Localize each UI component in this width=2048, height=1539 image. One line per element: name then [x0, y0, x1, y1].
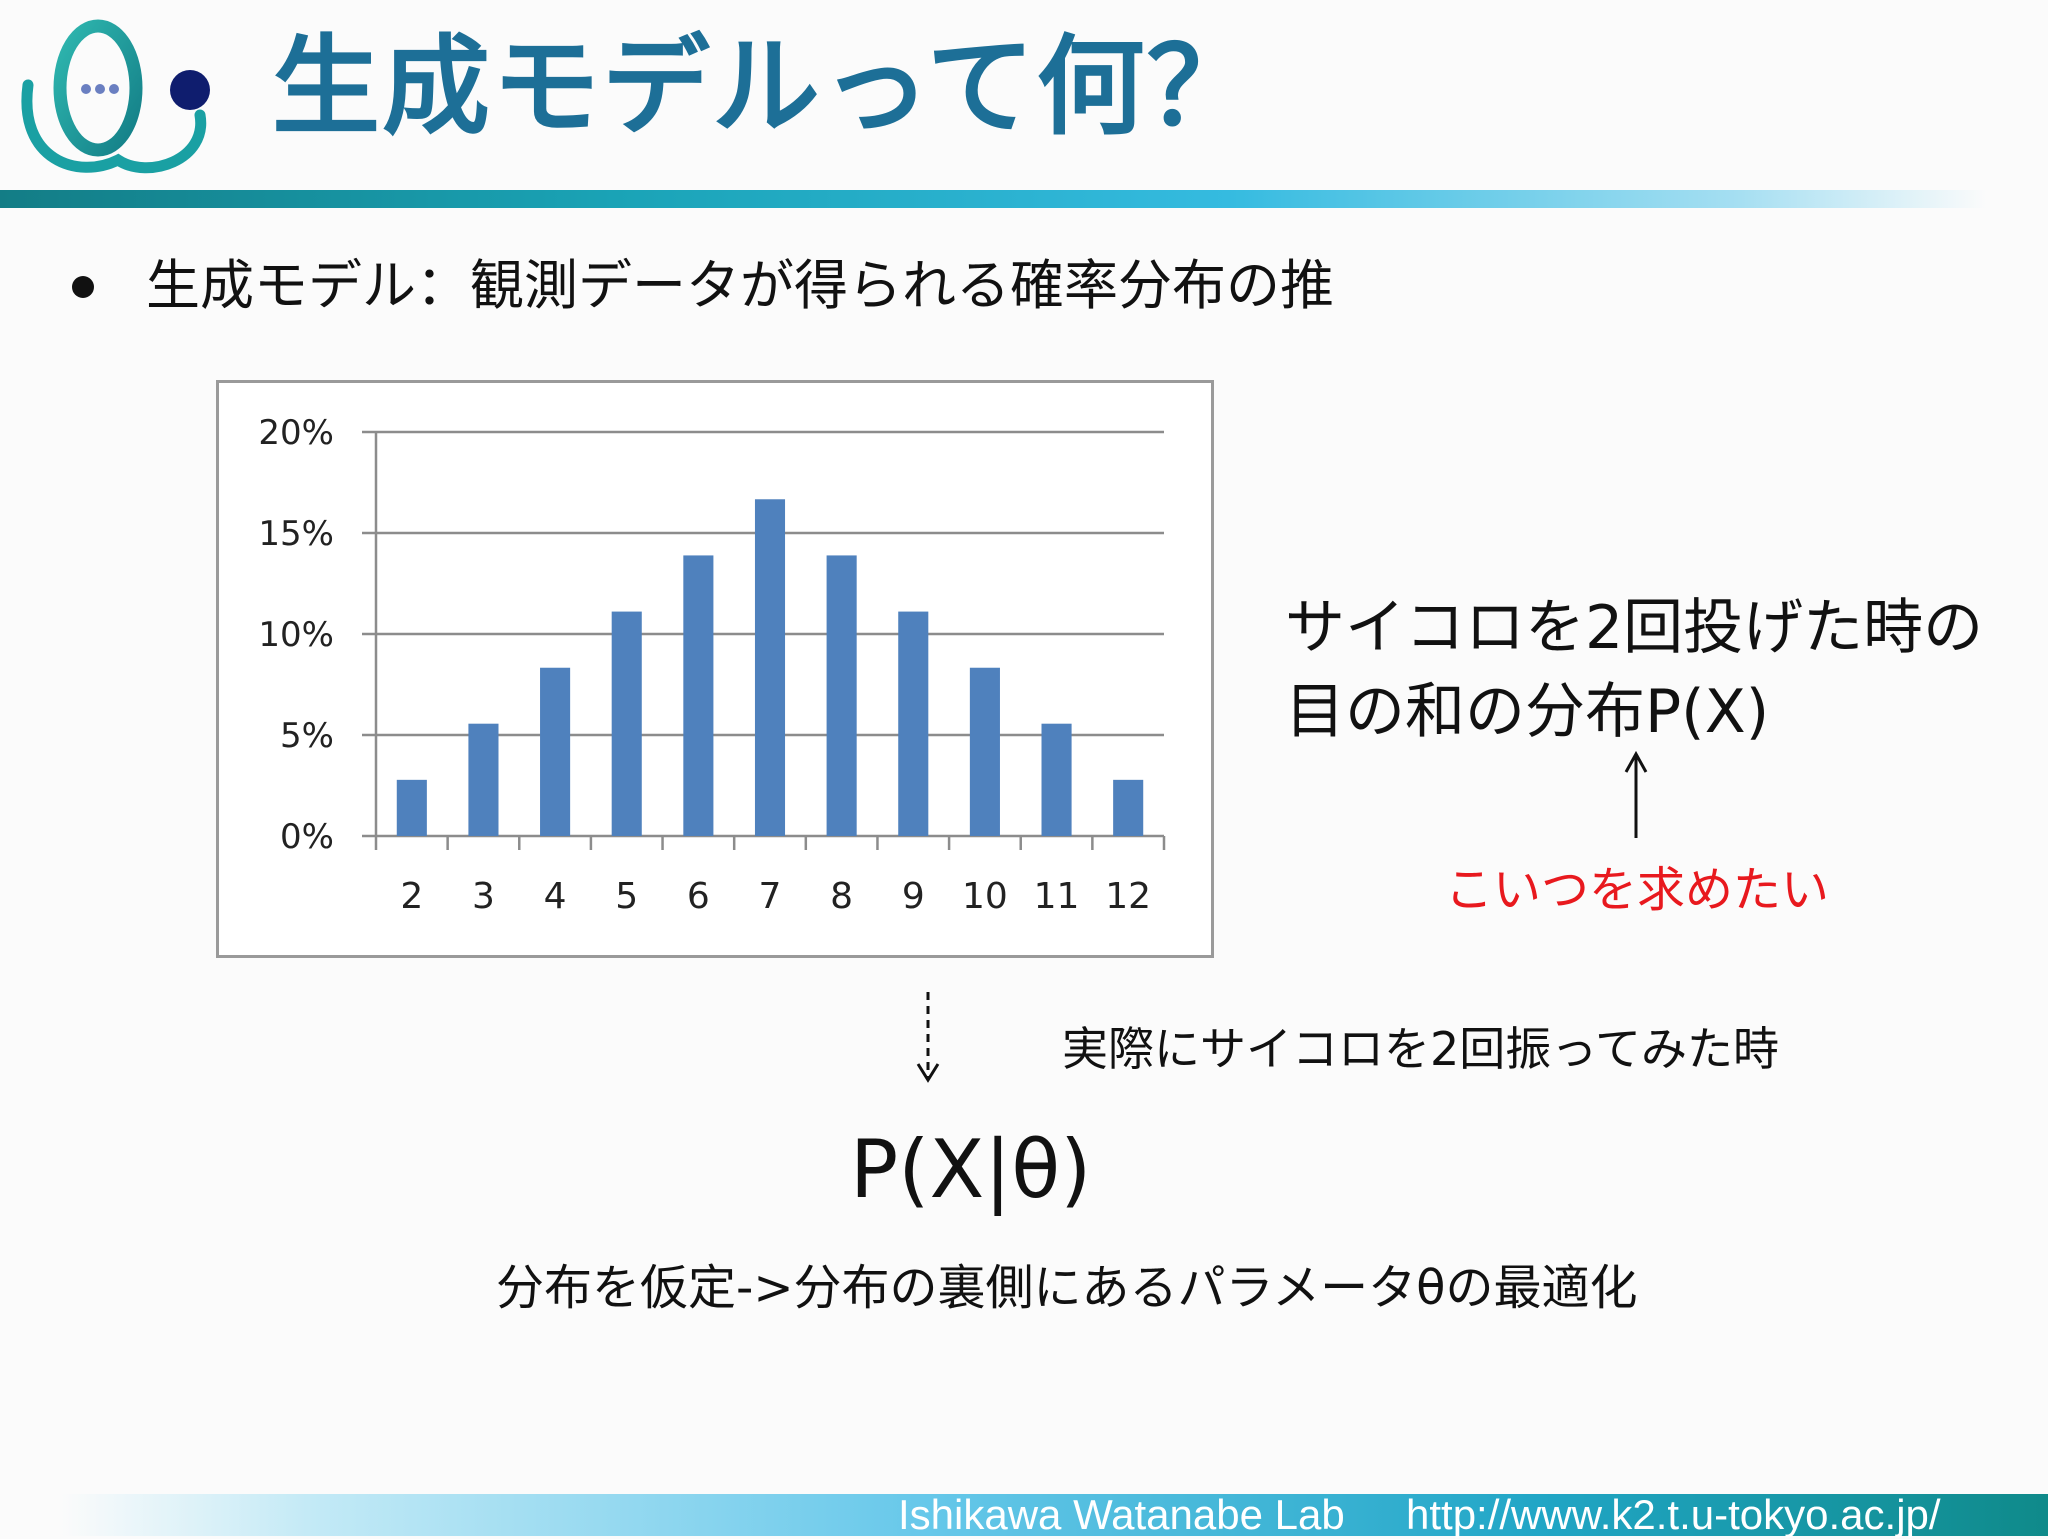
header-divider	[0, 190, 2048, 208]
x-tick-label: 6	[687, 876, 710, 917]
y-tick-label: 20%	[258, 413, 334, 453]
dice-description-line1: サイコロを2回投げた時の	[1285, 593, 1984, 663]
y-tick-label: 10%	[258, 615, 334, 655]
bar	[969, 667, 1000, 836]
bar	[1113, 779, 1144, 836]
summary-text: 分布を仮定->分布の裏側にあるパラメータθの最適化	[496, 1260, 1638, 1316]
y-tick-label: 0%	[280, 817, 334, 857]
x-tick-label: 4	[544, 876, 567, 917]
y-tick-label: 15%	[258, 514, 334, 554]
bar	[826, 555, 857, 836]
x-tick-label: 8	[830, 876, 853, 917]
footer-lab-name: Ishikawa Watanabe Lab	[898, 1491, 1345, 1538]
y-tick-label: 5%	[280, 716, 334, 756]
lab-logo-icon	[21, 19, 210, 174]
target-note: こいつを求めたい	[1445, 862, 1830, 918]
dashed-down-arrow-icon	[916, 992, 940, 1083]
bar	[540, 667, 571, 836]
bullet-icon	[72, 276, 94, 298]
up-arrow-icon	[1624, 750, 1648, 838]
dice-sum-bar-chart: 0% 5% 10% 15% 20% 2 3 4 5 6 7 8 9 10 11 12	[258, 413, 1166, 917]
x-tick-label: 7	[759, 876, 782, 917]
bar	[611, 611, 642, 836]
footer-url[interactable]: http://www.k2.t.u-tokyo.ac.jp/	[1406, 1491, 1941, 1538]
x-tick-label: 5	[615, 876, 638, 917]
bar	[898, 611, 929, 836]
x-tick-label: 2	[400, 876, 423, 917]
actual-roll-note: 実際にサイコロを2回振ってみた時	[1062, 1022, 1779, 1076]
x-tick-label: 3	[472, 876, 495, 917]
bar	[1041, 723, 1072, 836]
bar	[396, 779, 427, 836]
x-tick-label: 10	[962, 876, 1008, 917]
x-tick-label: 11	[1034, 876, 1080, 917]
dice-description-line2: 目の和の分布P(X)	[1285, 677, 1770, 747]
bar	[754, 499, 786, 836]
likelihood-formula: P(X|θ)	[850, 1123, 1092, 1216]
bar	[683, 555, 714, 836]
chart-frame	[216, 380, 1214, 958]
footer-bar	[0, 1494, 2048, 1536]
x-tick-label: 12	[1105, 876, 1151, 917]
x-tick-label: 9	[902, 876, 925, 917]
bar	[468, 723, 499, 836]
bullet-text: 生成モデル：観測データが得られる確率分布の推	[146, 254, 1334, 317]
slide-title: 生成モデルって何？	[272, 25, 1257, 150]
